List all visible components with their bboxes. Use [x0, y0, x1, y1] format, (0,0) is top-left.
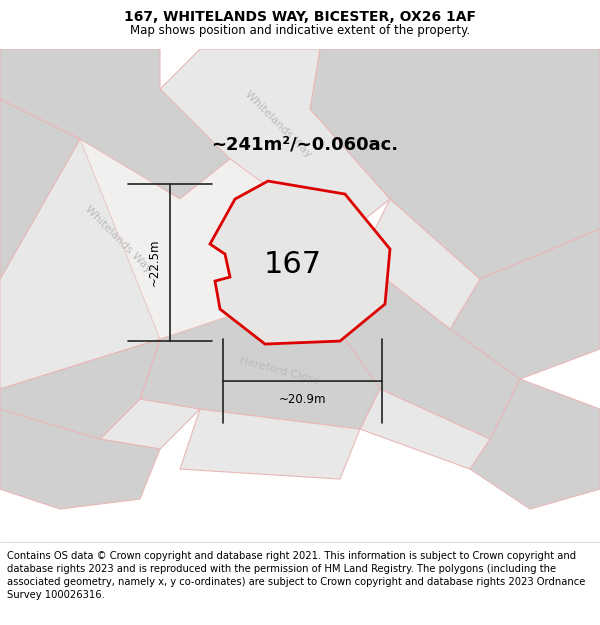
Text: 167: 167 — [263, 250, 322, 279]
Polygon shape — [210, 181, 390, 344]
Text: ~20.9m: ~20.9m — [279, 392, 326, 406]
Polygon shape — [360, 389, 490, 469]
Polygon shape — [360, 199, 480, 329]
Polygon shape — [0, 99, 80, 279]
Polygon shape — [140, 289, 380, 429]
Polygon shape — [0, 339, 160, 439]
Text: ~241m²/~0.060ac.: ~241m²/~0.060ac. — [211, 135, 398, 153]
Polygon shape — [0, 49, 230, 199]
Text: Map shows position and indicative extent of the property.: Map shows position and indicative extent… — [130, 24, 470, 37]
Polygon shape — [310, 259, 520, 439]
Polygon shape — [470, 379, 600, 509]
Polygon shape — [180, 409, 360, 479]
Text: Contains OS data © Crown copyright and database right 2021. This information is : Contains OS data © Crown copyright and d… — [7, 551, 586, 601]
Text: Whitelands Way: Whitelands Way — [83, 204, 153, 274]
Polygon shape — [80, 139, 340, 339]
Text: Hereford Close: Hereford Close — [239, 356, 321, 387]
Text: 167, WHITELANDS WAY, BICESTER, OX26 1AF: 167, WHITELANDS WAY, BICESTER, OX26 1AF — [124, 11, 476, 24]
Text: Whitelands Way: Whitelands Way — [243, 89, 313, 159]
Text: ~22.5m: ~22.5m — [148, 239, 161, 286]
Polygon shape — [100, 399, 200, 449]
Polygon shape — [450, 229, 600, 379]
Polygon shape — [0, 409, 160, 509]
Polygon shape — [160, 49, 390, 239]
Polygon shape — [0, 139, 230, 389]
Polygon shape — [310, 49, 600, 279]
